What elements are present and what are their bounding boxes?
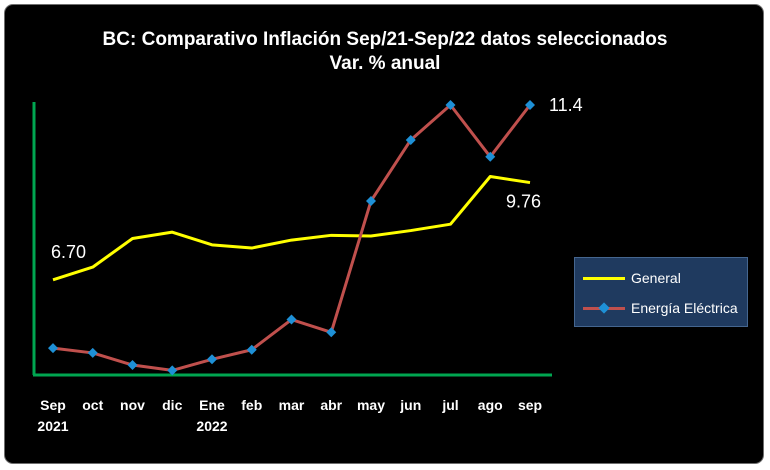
data-point-energia-electrica (525, 100, 535, 110)
x-tick-label: 2022 (196, 418, 227, 434)
chart-subtitle: Var. % anual (330, 53, 441, 74)
data-point-energia-electrica (87, 347, 98, 358)
data-point-energia-electrica (366, 195, 376, 206)
data-point-energia-electrica (48, 343, 58, 354)
data-point-energia-electrica (207, 354, 217, 365)
legend-swatch-energia-electrica (583, 300, 625, 316)
legend-label-energia-electrica: Energía Eléctrica (631, 300, 738, 316)
data-label: 9.76 (506, 192, 541, 212)
line-chart: BC: Comparativo Inflación Sep/21-Sep/22 … (32, 29, 668, 434)
legend-swatch-general (583, 270, 625, 286)
x-tick-label: Sep (40, 397, 66, 413)
x-tick-label: ago (478, 397, 503, 413)
series-line-general (52, 175, 531, 282)
legend-item-general: General (583, 268, 681, 288)
data-point-energia-electrica (286, 314, 297, 325)
data-point-energia-electrica (485, 151, 496, 162)
x-tick-label: jul (441, 397, 458, 413)
data-label: 11.4 (549, 95, 583, 115)
x-tick-label: sep (518, 397, 542, 413)
data-point-energia-electrica (326, 327, 337, 338)
data-point-energia-electrica (246, 344, 257, 355)
x-tick-label: oct (82, 397, 103, 413)
chart-title: BC: Comparativo Inflación Sep/21-Sep/22 … (103, 29, 668, 50)
x-tick-label: 2021 (37, 418, 68, 434)
x-tick-label: feb (241, 397, 262, 413)
data-point-energia-electrica (405, 134, 416, 145)
data-point-energia-electrica (445, 100, 456, 110)
x-tick-label: abr (320, 397, 342, 413)
data-point-energia-electrica (167, 365, 178, 376)
x-tick-label: dic (162, 397, 182, 413)
legend-item-energia-electrica: Energía Eléctrica (583, 298, 738, 318)
x-tick-label: jun (399, 397, 421, 413)
data-label: 6.70 (51, 242, 86, 262)
data-point-energia-electrica (127, 360, 138, 371)
series-line-energia-electrica (52, 103, 532, 372)
chart-frame: BC: Comparativo Inflación Sep/21-Sep/22 … (4, 4, 764, 464)
x-tick-label: Ene (199, 397, 225, 413)
x-tick-label: nov (120, 397, 145, 413)
legend-label-general: General (631, 270, 681, 286)
x-tick-label: mar (279, 397, 305, 413)
x-tick-label: may (357, 397, 385, 413)
chart-legend: General Energía Eléctrica (574, 257, 748, 327)
